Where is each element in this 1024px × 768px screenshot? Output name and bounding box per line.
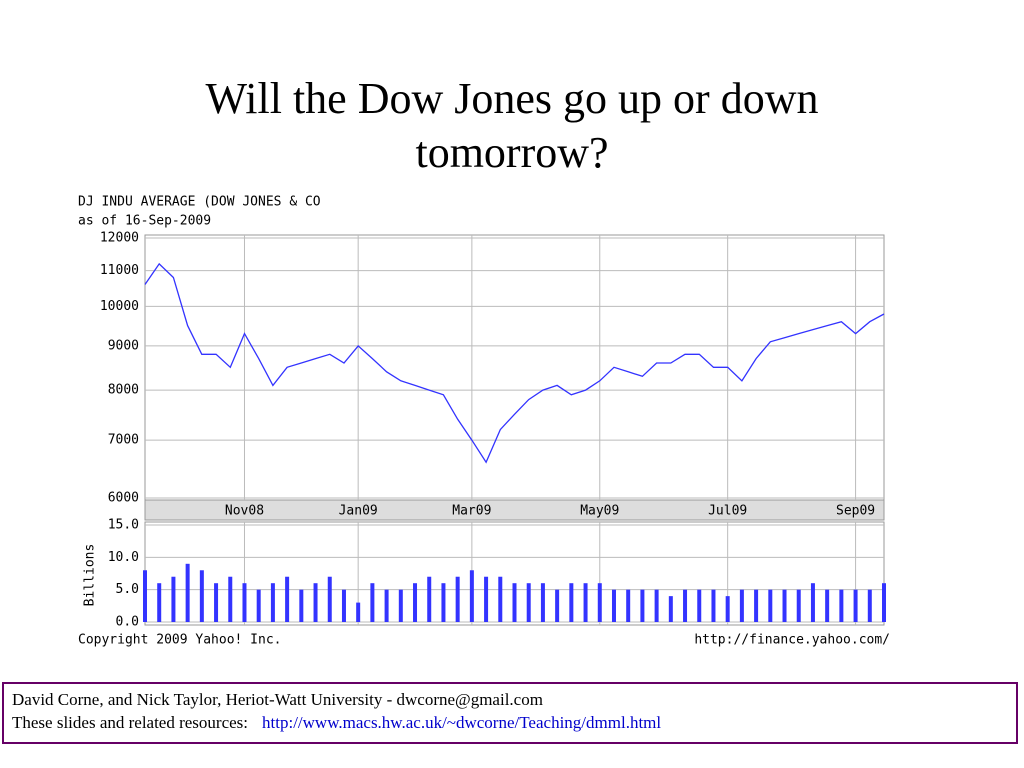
- footer: David Corne, and Nick Taylor, Heriot-Wat…: [2, 682, 1018, 744]
- x-tick-label: Jan09: [339, 504, 378, 519]
- volume-bar: [398, 589, 403, 622]
- volume-bar: [143, 570, 147, 622]
- volume-bar: [242, 583, 247, 622]
- volume-bar: [427, 576, 432, 622]
- volume-bar: [384, 589, 389, 622]
- y-tick-label: 15.0: [108, 518, 139, 533]
- volume-bar: [782, 589, 787, 622]
- volume-bar: [839, 589, 844, 622]
- volume-bar: [725, 596, 730, 622]
- x-tick-label: Jul09: [708, 504, 747, 519]
- volume-bar: [697, 589, 702, 622]
- volume-bar: [327, 576, 332, 622]
- y-tick-label: 8000: [108, 383, 139, 398]
- volume-bar: [512, 583, 517, 622]
- volume-bar: [484, 576, 489, 622]
- volume-bar: [555, 589, 560, 622]
- volume-bar: [640, 589, 645, 622]
- volume-bar: [157, 583, 162, 622]
- volume-bar: [171, 576, 176, 622]
- volume-bar: [711, 589, 716, 622]
- volume-bar: [356, 602, 361, 622]
- volume-bar: [654, 589, 659, 622]
- footer-line: David Corne, and Nick Taylor, Heriot-Wat…: [12, 690, 543, 709]
- y-tick-label: 0.0: [116, 615, 139, 630]
- footer-link[interactable]: http://www.macs.hw.ac.uk/~dwcorne/Teachi…: [262, 713, 662, 732]
- y-tick-label: 5.0: [116, 582, 139, 597]
- date-band: [144, 499, 885, 521]
- y-tick-label: 9000: [108, 338, 139, 353]
- volume-bar: [768, 589, 773, 622]
- volume-bar: [441, 583, 446, 622]
- volume-bar: [683, 589, 688, 622]
- volume-bar: [882, 583, 886, 622]
- volume-bar: [569, 583, 574, 622]
- chart-title: DJ INDU AVERAGE (DOW JONES & CO: [78, 195, 321, 210]
- plot-frame: [144, 234, 885, 501]
- y-tick-label: 10000: [100, 299, 139, 314]
- volume-bar: [526, 583, 531, 622]
- volume-bar: [597, 583, 602, 622]
- volume-bar: [540, 583, 545, 622]
- volume-bar: [256, 589, 261, 622]
- chart: DJ INDU AVERAGE (DOW JONES & CO as of 16…: [78, 195, 890, 648]
- volume-bar: [214, 583, 219, 622]
- volume-bar: [867, 589, 872, 622]
- volume-bar: [455, 576, 460, 622]
- footer-text: These slides and related resources:: [12, 713, 249, 732]
- x-tick-label: Nov08: [225, 504, 264, 519]
- volume-bar: [413, 583, 418, 622]
- y-tick-label: 12000: [100, 231, 139, 246]
- volume-bar: [285, 576, 290, 622]
- volume-bar: [668, 596, 673, 622]
- volume-bar: [341, 589, 346, 622]
- x-tick-label: May09: [580, 504, 619, 519]
- y-tick-label: 7000: [108, 433, 139, 448]
- y-tick-label: 11000: [100, 263, 139, 278]
- footer-line: These slides and related resources: http:…: [12, 711, 1008, 734]
- copyright: Copyright 2009 Yahoo! Inc.: [78, 633, 282, 648]
- y-tick-label: 6000: [108, 491, 139, 506]
- volume-bar: [469, 570, 474, 622]
- volume-bar: [583, 583, 588, 622]
- y-axis-label: Billions: [83, 544, 98, 607]
- slide-title: Will the Dow Jones go up or down tomorro…: [205, 74, 819, 177]
- source-url: http://finance.yahoo.com/: [694, 633, 890, 648]
- y-tick-label: 10.0: [108, 550, 139, 565]
- volume-bar: [498, 576, 503, 622]
- x-tick-label: Mar09: [452, 504, 491, 519]
- volume-bar: [199, 570, 204, 622]
- volume-bar: [825, 589, 830, 622]
- volume-bar: [370, 583, 375, 622]
- volume-bar: [299, 589, 304, 622]
- price-line: [144, 262, 885, 464]
- volume-bar: [796, 589, 801, 622]
- volume-bar: [313, 583, 318, 622]
- volume-bar: [739, 589, 744, 622]
- chart-subtitle: as of 16-Sep-2009: [78, 214, 211, 229]
- volume-bar: [754, 589, 759, 622]
- x-tick-label: Sep09: [836, 504, 875, 519]
- volume-bar: [626, 589, 631, 622]
- volume-bar: [611, 589, 616, 622]
- volume-bar: [185, 563, 190, 622]
- volume-bar: [853, 589, 858, 622]
- volume-bar: [270, 583, 275, 622]
- volume-bar: [228, 576, 233, 622]
- volume-bar: [810, 583, 815, 622]
